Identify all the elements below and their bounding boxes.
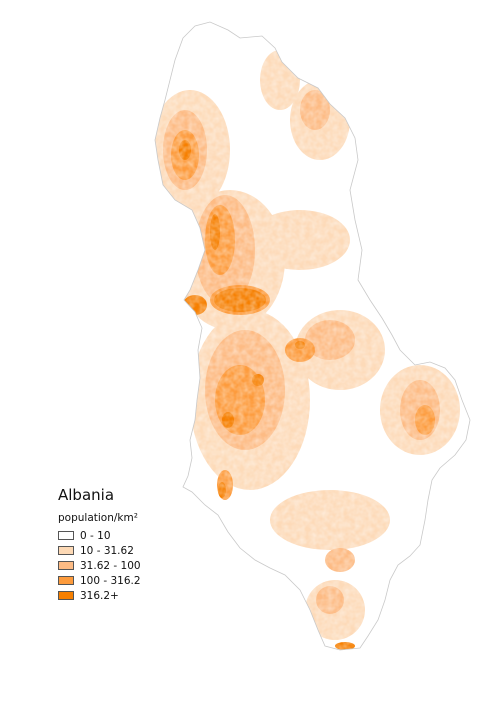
legend-label: 31.62 - 100	[80, 559, 141, 572]
map-legend: Albania population/km² 0 - 10 10 - 31.62…	[58, 486, 141, 603]
legend-label: 0 - 10	[80, 529, 111, 542]
legend-item: 0 - 10	[58, 528, 141, 543]
country-fill	[155, 22, 470, 650]
legend-item: 100 - 316.2	[58, 573, 141, 588]
legend-item: 10 - 31.62	[58, 543, 141, 558]
legend-swatch	[58, 546, 74, 555]
legend-label: 10 - 31.62	[80, 544, 134, 557]
legend-swatch	[58, 531, 74, 540]
legend-swatch	[58, 576, 74, 585]
legend-label: 100 - 316.2	[80, 574, 141, 587]
legend-title: population/km²	[58, 512, 138, 524]
legend-swatch	[58, 561, 74, 570]
legend-label: 316.2+	[80, 589, 119, 602]
legend-item: 31.62 - 100	[58, 558, 141, 573]
map-title: Albania	[58, 486, 115, 504]
country-border	[154, 21, 471, 651]
legend-swatch	[58, 591, 74, 600]
legend-item: 316.2+	[58, 588, 141, 603]
